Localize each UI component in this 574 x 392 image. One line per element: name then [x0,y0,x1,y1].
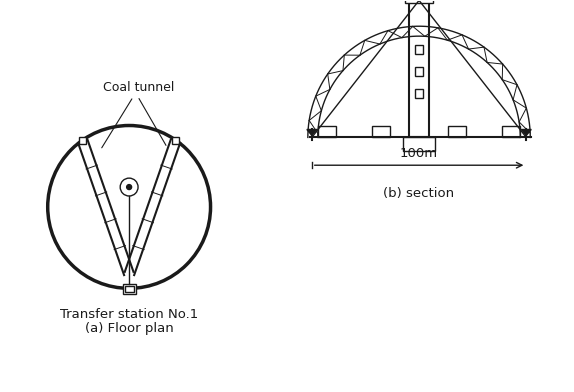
Bar [373,125,390,138]
Bar [79,137,86,144]
Circle shape [120,178,138,196]
Bar [502,125,521,138]
Bar [415,45,423,54]
Bar [318,125,336,138]
Text: Transfer station No.1: Transfer station No.1 [60,308,198,321]
Bar [415,67,423,76]
Bar [415,89,423,98]
Polygon shape [521,129,532,135]
Bar [403,138,435,151]
Text: (a) Floor plan: (a) Floor plan [85,322,173,335]
Text: Coal tube: Coal tube [0,391,1,392]
Bar [405,0,433,4]
Text: 100m: 100m [400,147,438,160]
Bar [172,137,179,144]
Bar [123,284,135,294]
Bar [448,125,466,138]
Polygon shape [307,129,317,135]
Bar [125,286,134,292]
Bar [409,0,429,138]
Text: Coal tunnel: Coal tunnel [102,81,174,148]
Text: (b) section: (b) section [383,187,455,200]
Circle shape [127,185,131,190]
